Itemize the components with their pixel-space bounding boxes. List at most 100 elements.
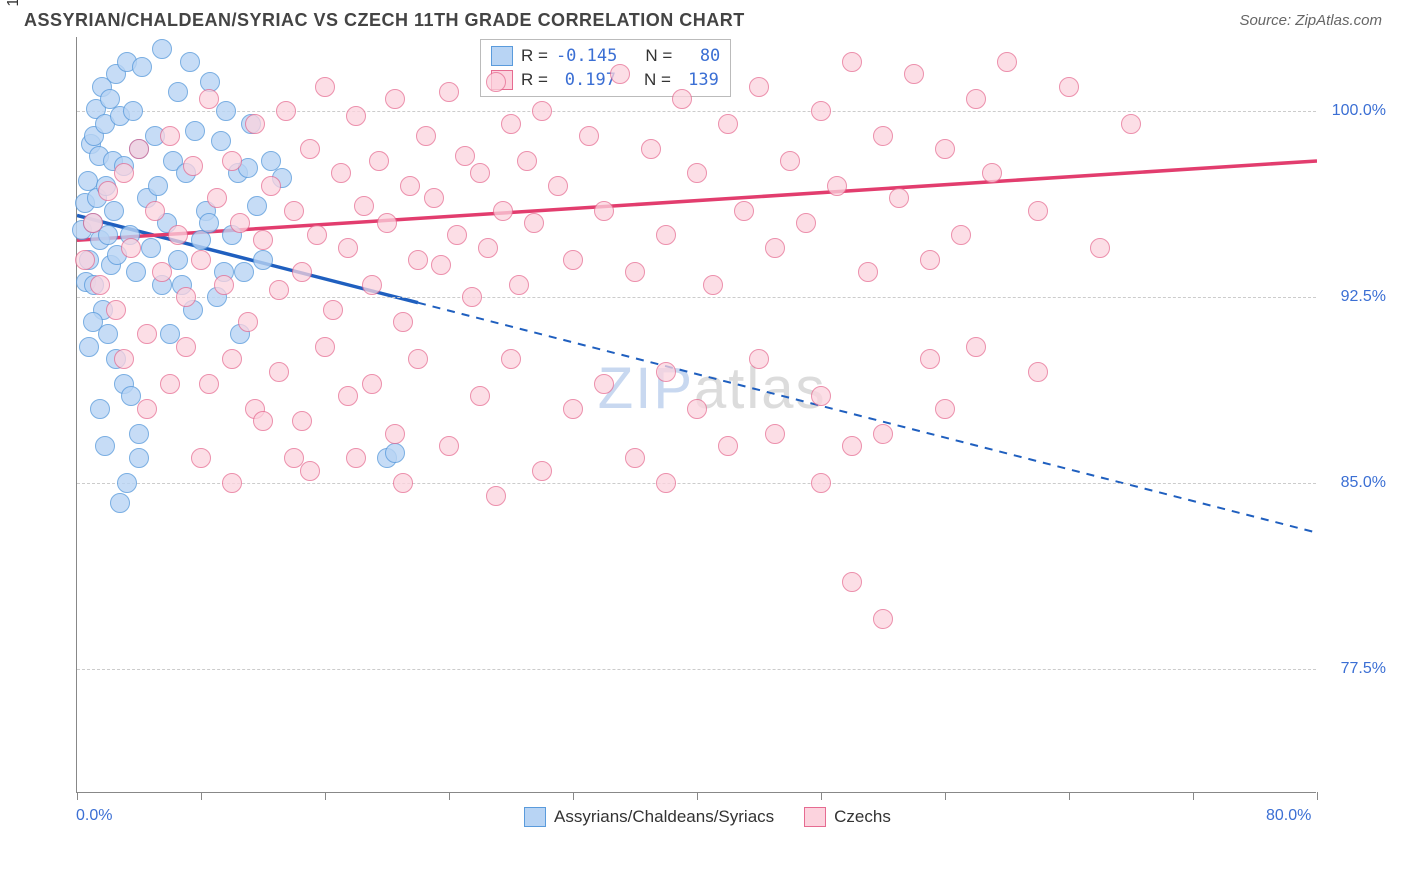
legend-n-label: N = (644, 70, 671, 90)
scatter-point (222, 151, 242, 171)
x-tick (573, 792, 574, 800)
scatter-point (346, 106, 366, 126)
scatter-point (385, 424, 405, 444)
series-name: Assyrians/Chaldeans/Syriacs (554, 807, 774, 827)
scatter-point (811, 473, 831, 493)
scatter-point (238, 312, 258, 332)
scatter-point (117, 473, 137, 493)
scatter-point (191, 250, 211, 270)
scatter-point (431, 255, 451, 275)
scatter-point (110, 493, 130, 513)
scatter-point (214, 275, 234, 295)
scatter-point (284, 448, 304, 468)
scatter-point (486, 486, 506, 506)
legend-n-label: N = (645, 46, 672, 66)
scatter-point (354, 196, 374, 216)
scatter-point (176, 287, 196, 307)
scatter-point (982, 163, 1002, 183)
scatter-point (625, 448, 645, 468)
scatter-point (493, 201, 513, 221)
scatter-point (920, 349, 940, 369)
scatter-point (656, 225, 676, 245)
scatter-point (222, 473, 242, 493)
scatter-point (137, 399, 157, 419)
scatter-point (247, 196, 267, 216)
scatter-point (796, 213, 816, 233)
scatter-point (501, 349, 521, 369)
y-tick-label: 92.5% (1324, 288, 1386, 306)
scatter-point (331, 163, 351, 183)
scatter-point (269, 362, 289, 382)
scatter-point (160, 374, 180, 394)
scatter-point (408, 349, 428, 369)
series-legend: Assyrians/Chaldeans/Syriacs Czechs (524, 807, 891, 827)
y-tick-label: 85.0% (1324, 474, 1386, 492)
scatter-point (323, 300, 343, 320)
plot-area: ZIPatlas R =-0.145N =80R =0.197N =139 77… (76, 37, 1316, 793)
legend-row: R =0.197N =139 (491, 68, 720, 92)
scatter-point (935, 399, 955, 419)
scatter-point (1059, 77, 1079, 97)
scatter-point (377, 213, 397, 233)
legend-n-value: 139 (679, 70, 719, 90)
scatter-point (216, 101, 236, 121)
scatter-point (245, 114, 265, 134)
scatter-point (207, 188, 227, 208)
scatter-point (842, 52, 862, 72)
scatter-point (284, 201, 304, 221)
scatter-point (126, 262, 146, 282)
scatter-point (292, 262, 312, 282)
x-tick (1193, 792, 1194, 800)
scatter-point (269, 280, 289, 300)
scatter-point (873, 424, 893, 444)
x-tick (1317, 792, 1318, 800)
scatter-point (83, 213, 103, 233)
scatter-point (966, 89, 986, 109)
series-legend-item: Czechs (804, 807, 891, 827)
scatter-point (641, 139, 661, 159)
scatter-point (687, 399, 707, 419)
legend-row: R =-0.145N =80 (491, 44, 720, 68)
scatter-point (656, 362, 676, 382)
scatter-point (315, 337, 335, 357)
x-tick (201, 792, 202, 800)
scatter-point (780, 151, 800, 171)
scatter-point (114, 349, 134, 369)
scatter-point (470, 386, 490, 406)
scatter-point (1121, 114, 1141, 134)
scatter-point (230, 213, 250, 233)
scatter-point (185, 121, 205, 141)
scatter-point (1090, 238, 1110, 258)
scatter-point (95, 436, 115, 456)
scatter-point (858, 262, 878, 282)
scatter-point (718, 114, 738, 134)
scatter-point (160, 126, 180, 146)
scatter-point (393, 312, 413, 332)
scatter-point (137, 324, 157, 344)
scatter-point (478, 238, 498, 258)
legend-r-value: 0.197 (556, 70, 616, 90)
scatter-point (462, 287, 482, 307)
scatter-point (98, 324, 118, 344)
scatter-point (253, 411, 273, 431)
scatter-point (532, 461, 552, 481)
scatter-point (292, 411, 312, 431)
chart-title: ASSYRIAN/CHALDEAN/SYRIAC VS CZECH 11TH G… (24, 10, 745, 31)
scatter-point (83, 312, 103, 332)
x-tick (449, 792, 450, 800)
scatter-point (873, 126, 893, 146)
scatter-point (106, 300, 126, 320)
scatter-point (625, 262, 645, 282)
scatter-point (168, 82, 188, 102)
correlation-legend: R =-0.145N =80R =0.197N =139 (480, 39, 731, 97)
scatter-point (211, 131, 231, 151)
scatter-point (253, 250, 273, 270)
gridline (77, 669, 1316, 670)
x-axis-min-label: 0.0% (76, 807, 112, 825)
scatter-point (183, 156, 203, 176)
x-tick (821, 792, 822, 800)
y-tick-label: 77.5% (1324, 660, 1386, 678)
scatter-point (455, 146, 475, 166)
scatter-point (362, 275, 382, 295)
scatter-point (145, 201, 165, 221)
